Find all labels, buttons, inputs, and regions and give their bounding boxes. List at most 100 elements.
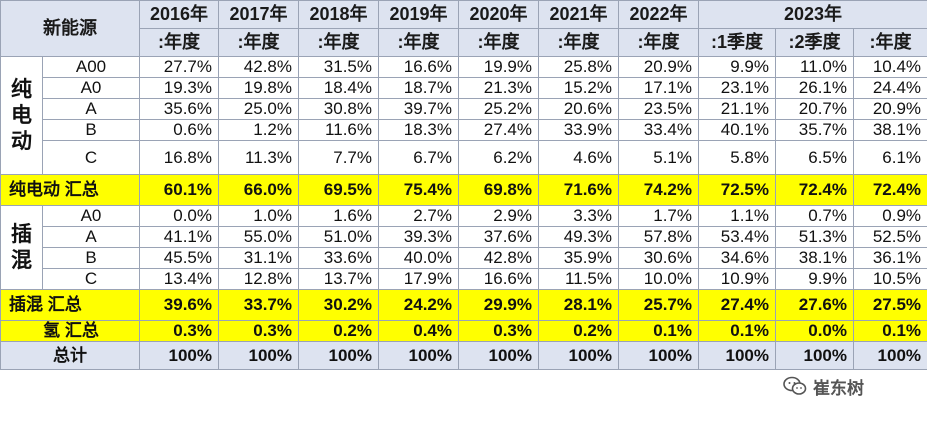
value-cell: 1.7% xyxy=(618,205,699,227)
value-cell: 10.5% xyxy=(852,268,927,290)
value-cell: 38.1% xyxy=(775,247,854,269)
value-cell: 27.6% xyxy=(775,289,854,321)
period-header: :年度 xyxy=(218,28,299,57)
value-cell: 30.8% xyxy=(298,98,379,120)
value-cell: 51.3% xyxy=(775,226,854,248)
value-cell: 27.7% xyxy=(139,56,219,78)
value-cell: 2.9% xyxy=(458,205,539,227)
segment-label: C xyxy=(42,140,140,175)
value-cell: 23.1% xyxy=(698,77,776,99)
value-cell: 35.9% xyxy=(538,247,619,269)
value-cell: 18.7% xyxy=(378,77,459,99)
period-header: :1季度 xyxy=(698,28,776,57)
value-cell: 35.6% xyxy=(139,98,219,120)
value-cell: 41.1% xyxy=(139,226,219,248)
watermark-text: 崔东树 xyxy=(811,373,866,399)
period-header: :年度 xyxy=(852,28,927,57)
value-cell: 0.1% xyxy=(852,320,927,342)
value-cell: 2.7% xyxy=(378,205,459,227)
value-cell: 40.1% xyxy=(698,119,776,141)
year-header: 2021年 xyxy=(538,0,619,29)
period-header: :年度 xyxy=(378,28,459,57)
year-header: 2017年 xyxy=(218,0,299,29)
value-cell: 39.7% xyxy=(378,98,459,120)
value-cell: 37.6% xyxy=(458,226,539,248)
segment-label: B xyxy=(42,119,140,141)
value-cell: 20.7% xyxy=(775,98,854,120)
value-cell: 40.0% xyxy=(378,247,459,269)
value-cell: 100% xyxy=(698,341,776,370)
value-cell: 30.6% xyxy=(618,247,699,269)
value-cell: 25.0% xyxy=(218,98,299,120)
value-cell: 1.0% xyxy=(218,205,299,227)
period-header: :年度 xyxy=(538,28,619,57)
segment-label: A xyxy=(42,226,140,248)
value-cell: 72.4% xyxy=(775,174,854,206)
value-cell: 0.6% xyxy=(139,119,219,141)
year-header: 2016年 xyxy=(139,0,219,29)
value-cell: 0.1% xyxy=(698,320,776,342)
value-cell: 60.1% xyxy=(139,174,219,206)
value-cell: 15.2% xyxy=(538,77,619,99)
value-cell: 34.6% xyxy=(698,247,776,269)
corner-header: 新能源 xyxy=(0,0,140,57)
value-cell: 38.1% xyxy=(852,119,927,141)
year-header-2023: 2023年 xyxy=(697,0,927,29)
summary-label: 插混 汇总 xyxy=(0,289,140,321)
table-row: C 16.8% 11.3% 7.7% 6.7% 6.2% 4.6% 5.1% 5.8% 6.5% 6… xyxy=(1,140,927,175)
summary-label: 纯电动 汇总 xyxy=(0,174,140,206)
year-header: 2020年 xyxy=(458,0,539,29)
value-cell: 53.4% xyxy=(698,226,776,248)
value-cell: 45.5% xyxy=(139,247,219,269)
value-cell: 55.0% xyxy=(218,226,299,248)
value-cell: 20.9% xyxy=(618,56,699,78)
value-cell: 42.8% xyxy=(458,247,539,269)
value-cell: 1.6% xyxy=(298,205,379,227)
value-cell: 26.1% xyxy=(775,77,854,99)
value-cell: 0.3% xyxy=(218,320,299,342)
value-cell: 4.6% xyxy=(538,140,619,175)
value-cell: 100% xyxy=(618,341,699,370)
value-cell: 18.3% xyxy=(378,119,459,141)
table-row: B 0.6% 1.2% 11.6% 18.3% 27.4% 33.9% 33.4% 40.1% 3… xyxy=(1,119,927,141)
value-cell: 19.3% xyxy=(139,77,219,99)
value-cell: 12.8% xyxy=(218,268,299,290)
value-cell: 13.7% xyxy=(298,268,379,290)
summary-label: 氢 汇总 xyxy=(0,320,140,342)
table-row: B 45.5% 31.1% 33.6% 40.0% 42.8% 35.9% 30.6% 34.6… xyxy=(1,247,927,269)
value-cell: 33.7% xyxy=(218,289,299,321)
value-cell: 72.5% xyxy=(698,174,776,206)
value-cell: 0.1% xyxy=(618,320,699,342)
value-cell: 33.4% xyxy=(618,119,699,141)
value-cell: 100% xyxy=(139,341,219,370)
value-cell: 31.1% xyxy=(218,247,299,269)
segment-label: A xyxy=(42,98,140,120)
table-row: A0 19.3% 19.8% 18.4% 18.7% 21.3% 15.2% 17.1% 23.… xyxy=(1,77,927,99)
value-cell: 1.2% xyxy=(218,119,299,141)
value-cell: 0.4% xyxy=(378,320,459,342)
total-row: 总计 100% 100% 100% 100% 100% 100% 100% 100% 100% 1… xyxy=(0,341,927,370)
value-cell: 10.4% xyxy=(852,56,927,78)
value-cell: 24.4% xyxy=(852,77,927,99)
value-cell: 5.8% xyxy=(698,140,776,175)
table-row: A 41.1% 55.0% 51.0% 39.3% 37.6% 49.3% 57.8% 53.4… xyxy=(1,226,927,248)
value-cell: 17.9% xyxy=(378,268,459,290)
value-cell: 72.4% xyxy=(852,174,927,206)
value-cell: 19.9% xyxy=(458,56,539,78)
period-header: :年度 xyxy=(298,28,379,57)
value-cell: 42.8% xyxy=(218,56,299,78)
value-cell: 21.3% xyxy=(458,77,539,99)
value-cell: 19.8% xyxy=(218,77,299,99)
period-header: :年度 xyxy=(139,28,219,57)
value-cell: 69.5% xyxy=(298,174,379,206)
value-cell: 0.2% xyxy=(298,320,379,342)
value-cell: 9.9% xyxy=(698,56,776,78)
table-row: C 13.4% 12.8% 13.7% 17.9% 16.6% 11.5% 10.0% 10.9… xyxy=(1,268,927,290)
value-cell: 23.5% xyxy=(618,98,699,120)
value-cell: 6.7% xyxy=(378,140,459,175)
value-cell: 36.1% xyxy=(852,247,927,269)
value-cell: 66.0% xyxy=(218,174,299,206)
value-cell: 74.2% xyxy=(618,174,699,206)
value-cell: 10.0% xyxy=(618,268,699,290)
value-cell: 57.8% xyxy=(618,226,699,248)
